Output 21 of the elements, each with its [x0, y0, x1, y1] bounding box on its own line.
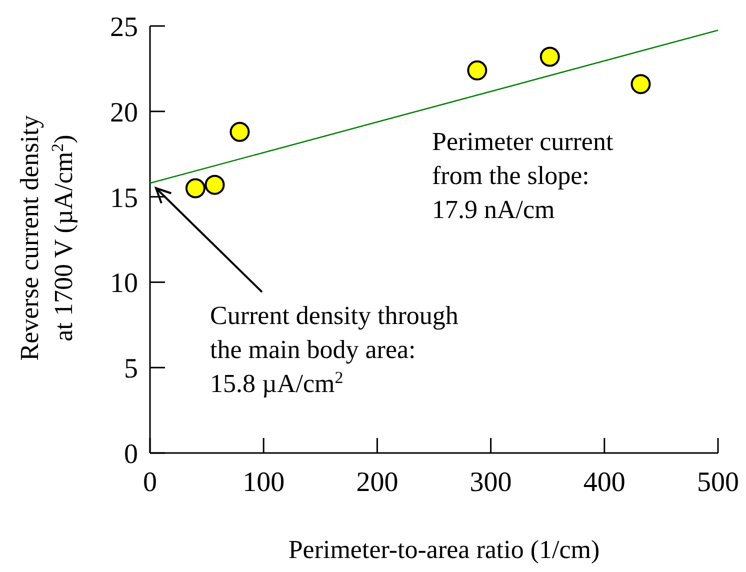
point	[540, 46, 560, 67]
x-tick-label: 400	[583, 467, 626, 498]
y-tick-label: 25	[110, 12, 138, 43]
x-tick-label: 500	[697, 467, 739, 498]
point	[630, 74, 651, 94]
x-tick-label: 100	[242, 467, 285, 498]
point	[230, 122, 250, 142]
x-tick-label: 0	[143, 467, 157, 498]
y-tick-label: 5	[124, 354, 138, 385]
y-tick-label: 20	[110, 97, 138, 128]
y-tick-label: 0	[124, 439, 138, 470]
x-tick-label: 300	[470, 467, 512, 498]
y-tick-label: 10	[110, 268, 138, 300]
point	[467, 60, 488, 80]
x-tick-label: 200	[356, 467, 398, 498]
point	[204, 174, 225, 195]
x-axis-title: Perimeter-to-area ratio (1/cm)	[288, 535, 600, 564]
annotation: Perimeter current from the slope: 17.9 nA/cm	[432, 127, 614, 224]
point	[185, 178, 206, 198]
annotation: Current density through the main body area: 15.8 µA/cm$^{2}$	[210, 301, 458, 398]
y-tick-label: 15	[110, 182, 138, 214]
